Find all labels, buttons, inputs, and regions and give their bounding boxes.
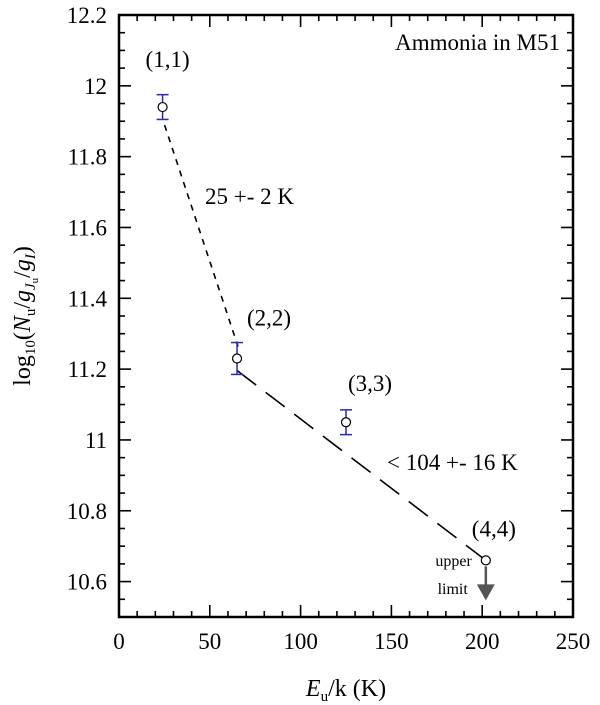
x-axis-label-main: E xyxy=(305,676,321,702)
x-tick-label: 50 xyxy=(198,629,221,654)
y-tick-label: 11.2 xyxy=(68,357,107,382)
x-tick-label: 100 xyxy=(283,629,318,654)
ylabel-slash-2: / xyxy=(10,271,36,278)
ylabel-g2: g xyxy=(10,259,36,271)
upper-limit-arrow-head xyxy=(476,584,495,601)
upper-limit-label-line2: limit xyxy=(438,581,469,598)
y-axis-label-group: log10(Nu/gJu/gI) xyxy=(10,246,41,386)
y-tick-label: 11.4 xyxy=(68,286,108,311)
ylabel-n: N xyxy=(10,314,36,333)
data-marker xyxy=(231,353,243,364)
y-tick-label: 11.8 xyxy=(68,145,107,170)
data-marker xyxy=(340,417,352,428)
data-marker xyxy=(480,555,491,566)
fit-label: < 104 +- 16 K xyxy=(387,450,518,475)
y-tick-label: 10.8 xyxy=(67,499,107,524)
ylabel-open-paren: ( xyxy=(10,332,36,340)
fit-line xyxy=(163,124,239,347)
point-label: (3,3) xyxy=(348,371,392,396)
ylabel-g2-sub: I xyxy=(23,253,39,260)
fit-label: 25 +- 2 K xyxy=(205,184,294,209)
point-label: (1,1) xyxy=(146,47,190,72)
data-marker xyxy=(157,101,168,113)
ylabel-g1: g xyxy=(10,290,36,302)
chart-title: Ammonia in M51 xyxy=(395,30,560,55)
x-tick-label: 150 xyxy=(374,629,409,654)
x-tick-label: 0 xyxy=(113,629,125,654)
ylabel-close-paren: ) xyxy=(10,246,36,254)
ylabel-n-sub: u xyxy=(23,308,39,316)
ylabel-log-base: 10 xyxy=(23,340,39,355)
y-tick-label: 10.6 xyxy=(67,570,107,595)
x-axis-label-rest: /k (K) xyxy=(328,676,386,702)
ylabel-log: log xyxy=(10,355,36,386)
y-axis-label: log10(Nu/gJu/gI) xyxy=(10,246,41,386)
x-axis-label-sub: u xyxy=(321,689,329,705)
annotations: (1,1) (2,2) (3,3) (4,4) 25 +- 2 K < 104 +- 16… xyxy=(146,47,519,598)
fit-lines xyxy=(163,124,487,561)
ylabel-slash-1: / xyxy=(10,302,36,309)
ylabel-g1-sub: J xyxy=(23,282,39,290)
point-label: (4,4) xyxy=(472,516,516,541)
y-tick-label: 11 xyxy=(85,428,107,453)
tick-labels: 0 50 100 150 200 250 10.6 10.8 11 11.2 11.4 11.6 11.… xyxy=(67,3,591,654)
y-tick-label: 11.6 xyxy=(68,215,107,240)
data-points xyxy=(156,93,495,601)
ylabel-g1-subsub: u xyxy=(29,277,41,283)
y-tick-label: 12 xyxy=(84,74,107,99)
fit-line xyxy=(236,369,487,561)
x-tick-label: 250 xyxy=(556,629,591,654)
axis-ticks xyxy=(118,14,574,618)
upper-limit-label-line1: upper xyxy=(435,553,472,570)
x-axis-label: Eu/k (K) xyxy=(305,676,386,705)
point-label: (2,2) xyxy=(247,305,291,330)
x-tick-label: 200 xyxy=(465,629,500,654)
y-tick-label: 12.2 xyxy=(67,3,107,28)
